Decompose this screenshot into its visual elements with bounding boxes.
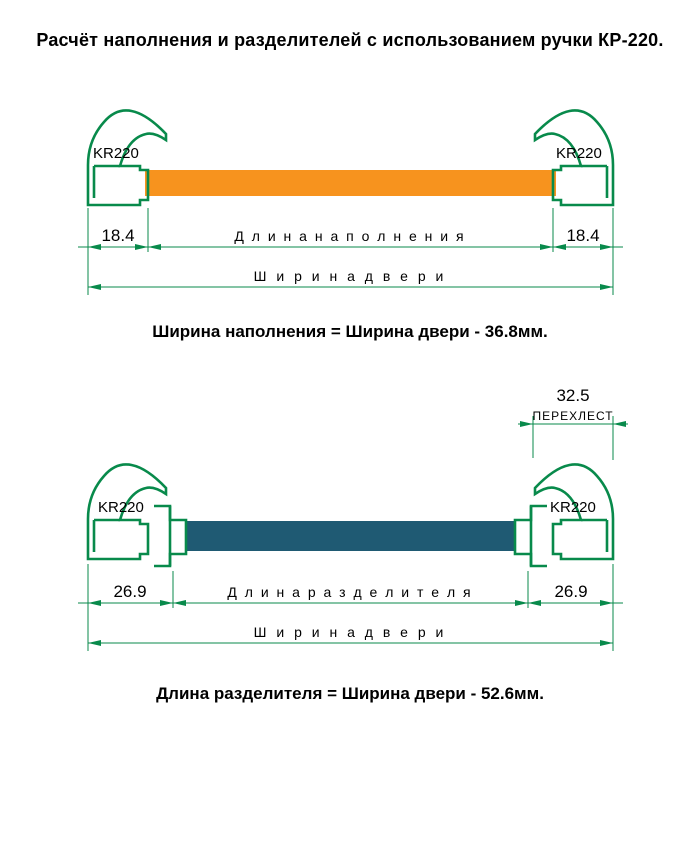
offset-left: 18.4 [101, 226, 134, 245]
offset-right: 18.4 [566, 226, 599, 245]
arrow [515, 600, 528, 606]
arrow [600, 284, 613, 290]
arrow [173, 600, 186, 606]
page-title: Расчёт наполнения и разделителей с испол… [32, 28, 668, 52]
arrow [528, 600, 541, 606]
profile-label-right: KR220 [556, 145, 602, 162]
arrow [88, 640, 101, 646]
offset-right: 26.9 [554, 582, 587, 601]
outer-label: Ш и р и н а д в е р и [253, 268, 446, 284]
arrow [553, 244, 566, 250]
arrow [160, 600, 173, 606]
outer-label: Ш и р и н а д в е р и [253, 624, 446, 640]
formula-2: Длина разделителя = Ширина двери - 52.6м… [32, 684, 668, 704]
formula-1: Ширина наполнения = Ширина двери - 36.8м… [32, 322, 668, 342]
diagram-divider: 32.5 ПЕРЕХЛЕСТ KR220 KR220 26.9 26.9 Д л… [58, 376, 643, 666]
arrow [540, 244, 553, 250]
fill-rect [145, 170, 556, 196]
arrow [88, 284, 101, 290]
arrow [520, 421, 533, 427]
overlap-label: ПЕРЕХЛЕСТ [532, 409, 613, 423]
overlap-value: 32.5 [556, 386, 589, 405]
inner-label: Д л и н а р а з д е л и т е л я [227, 584, 472, 600]
arrow [135, 244, 148, 250]
profile-label-left: KR220 [98, 499, 144, 516]
arrow [600, 600, 613, 606]
arrow [148, 244, 161, 250]
fill-rect [185, 521, 516, 551]
arrow [88, 244, 101, 250]
arrow [613, 421, 626, 427]
profile-label-left: KR220 [93, 145, 139, 162]
profile-label-right: KR220 [550, 499, 596, 516]
inner-label: Д л и н а н а п о л н е н и я [234, 228, 465, 244]
offset-left: 26.9 [113, 582, 146, 601]
arrow [88, 600, 101, 606]
arrow [600, 640, 613, 646]
diagram-fill: KR220 KR220 18.4 18.4 Д л и н а н а п о … [58, 80, 643, 310]
arrow [600, 244, 613, 250]
